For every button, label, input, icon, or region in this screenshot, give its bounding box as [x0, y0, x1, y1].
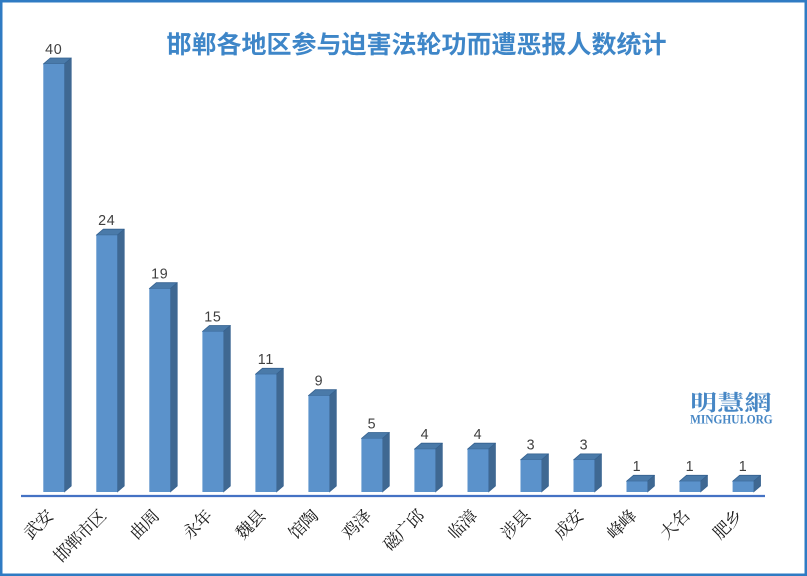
svg-text:9: 9: [315, 374, 324, 390]
svg-text:40: 40: [45, 42, 62, 58]
svg-text:4: 4: [421, 427, 430, 443]
svg-text:1: 1: [686, 459, 695, 475]
svg-text:4: 4: [474, 427, 483, 443]
svg-text:5: 5: [368, 416, 377, 432]
svg-text:MINGHUI.ORG: MINGHUI.ORG: [690, 412, 773, 426]
svg-text:1: 1: [739, 459, 748, 475]
svg-text:11: 11: [258, 352, 274, 368]
svg-text:3: 3: [527, 438, 536, 454]
svg-text:19: 19: [151, 267, 168, 283]
svg-text:3: 3: [580, 438, 589, 454]
svg-text:24: 24: [98, 213, 115, 229]
svg-text:1: 1: [633, 459, 642, 475]
svg-text:15: 15: [204, 309, 221, 325]
